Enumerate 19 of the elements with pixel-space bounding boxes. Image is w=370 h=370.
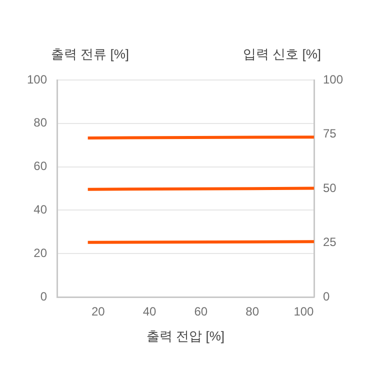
y-axis-title: 출력 전류 [%] xyxy=(50,46,130,62)
y2-tick-label: 50 xyxy=(323,180,337,195)
x-tick-label: 20 xyxy=(91,304,106,319)
y-tick-label: 0 xyxy=(40,289,48,304)
x-tick-label: 40 xyxy=(142,304,157,319)
y2-tick-label: 25 xyxy=(323,235,337,250)
y-tick-label: 20 xyxy=(34,246,48,260)
x-axis-title: 출력 전압 [%] xyxy=(146,328,225,344)
y2-axis-title: 입력 신호 [%] xyxy=(242,46,322,62)
y-tick-label: 80 xyxy=(34,116,48,130)
y-tick-label: 40 xyxy=(34,202,48,217)
y2-tick-label: 75 xyxy=(323,126,337,141)
y2-tick-label: 0 xyxy=(323,289,330,304)
x-tick-label: 60 xyxy=(194,304,208,319)
y2-tick-label: 100 xyxy=(323,72,344,86)
y-tick-label: 100 xyxy=(26,72,48,86)
x-tick-label: 100 xyxy=(294,304,314,319)
x-tick-label: 80 xyxy=(246,304,260,319)
y-tick-label: 60 xyxy=(34,159,48,174)
